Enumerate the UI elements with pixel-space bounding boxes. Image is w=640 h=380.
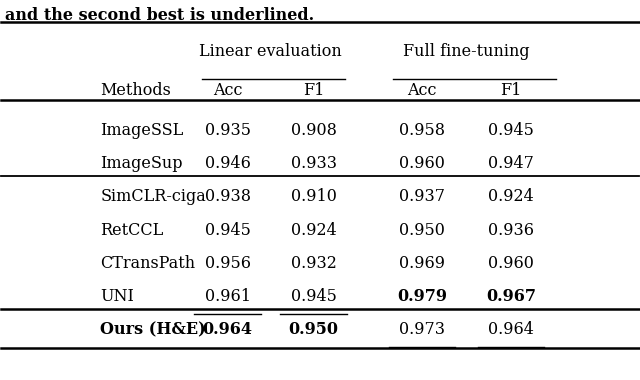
Text: 0.956: 0.956 (205, 255, 251, 272)
Text: 0.964: 0.964 (203, 321, 253, 338)
Text: Ours (H&E): Ours (H&E) (100, 321, 206, 338)
Text: 0.938: 0.938 (205, 188, 251, 206)
Text: UNI: UNI (100, 288, 134, 305)
Text: 0.947: 0.947 (488, 155, 534, 172)
Text: 0.969: 0.969 (399, 255, 445, 272)
Text: Acc: Acc (213, 82, 243, 100)
Text: RetCCL: RetCCL (100, 222, 163, 239)
Text: 0.935: 0.935 (205, 122, 251, 139)
Text: 0.946: 0.946 (205, 155, 250, 172)
Text: 0.910: 0.910 (291, 188, 337, 206)
Text: 0.964: 0.964 (488, 321, 534, 338)
Text: 0.958: 0.958 (399, 122, 445, 139)
Text: 0.924: 0.924 (291, 222, 337, 239)
Text: 0.924: 0.924 (488, 188, 534, 206)
Text: 0.961: 0.961 (205, 288, 251, 305)
Text: Full fine-tuning: Full fine-tuning (403, 43, 530, 60)
Text: 0.933: 0.933 (291, 155, 337, 172)
Text: F1: F1 (500, 82, 522, 100)
Text: 0.979: 0.979 (397, 288, 447, 305)
Text: ImageSup: ImageSup (100, 155, 182, 172)
Text: ImageSSL: ImageSSL (100, 122, 184, 139)
Text: 0.932: 0.932 (291, 255, 337, 272)
Text: 0.936: 0.936 (488, 222, 534, 239)
Text: 0.950: 0.950 (399, 222, 445, 239)
Text: Linear evaluation: Linear evaluation (199, 43, 342, 60)
Text: 0.960: 0.960 (488, 255, 534, 272)
Text: CTransPath: CTransPath (100, 255, 195, 272)
Text: 0.945: 0.945 (488, 122, 534, 139)
Text: 0.960: 0.960 (399, 155, 445, 172)
Text: Acc: Acc (407, 82, 436, 100)
Text: 0.908: 0.908 (291, 122, 337, 139)
Text: Methods: Methods (100, 82, 171, 100)
Text: 0.967: 0.967 (486, 288, 536, 305)
Text: 0.937: 0.937 (399, 188, 445, 206)
Text: SimCLR-ciga: SimCLR-ciga (100, 188, 206, 206)
Text: 0.945: 0.945 (291, 288, 337, 305)
Text: and the second best is underlined.: and the second best is underlined. (4, 7, 314, 24)
Text: 0.973: 0.973 (399, 321, 445, 338)
Text: 0.950: 0.950 (289, 321, 339, 338)
Text: 0.945: 0.945 (205, 222, 250, 239)
Text: F1: F1 (303, 82, 324, 100)
